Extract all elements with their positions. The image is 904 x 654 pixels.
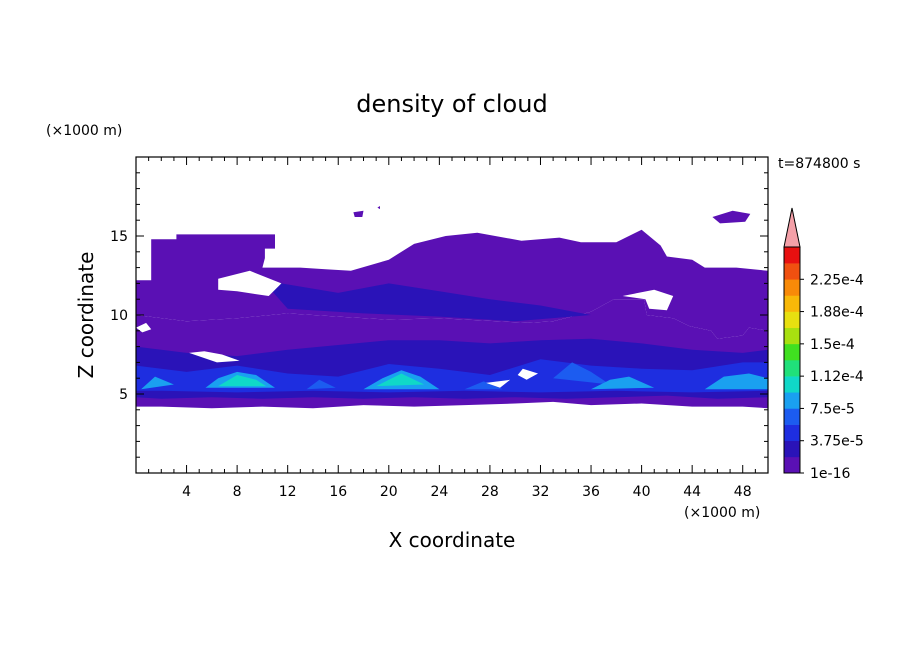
cloud-density-region-14: [464, 381, 503, 390]
colorbar-swatch: [784, 440, 800, 458]
x-tick-label: 20: [380, 484, 398, 500]
cloud-density-region-11: [553, 362, 610, 385]
cloud-island-3: [377, 206, 380, 210]
clear-sky-gap-4: [517, 368, 538, 380]
x-tick-label: 44: [683, 484, 701, 500]
x-tick-label: 8: [233, 484, 242, 500]
plot-area: [135, 156, 769, 474]
x-tick-label: 4: [182, 484, 191, 500]
y-tick-label: 15: [110, 229, 128, 245]
colorbar-swatch: [784, 327, 800, 345]
colorbar-swatch: [784, 392, 800, 409]
colorbar-label: 1.88e-4: [810, 305, 864, 321]
colorbar-swatch: [784, 263, 800, 280]
clear-sky-gap-5: [486, 379, 511, 388]
colorbar-label: 1e-16: [810, 466, 850, 482]
colorbar-swatch: [784, 343, 800, 361]
cloud-density-region-7: [218, 375, 267, 387]
y-unit-label: (×1000 m): [46, 123, 122, 139]
colorbar-swatch: [784, 456, 800, 474]
time-label: t=874800 s: [778, 156, 860, 172]
x-tick-label: 48: [734, 484, 752, 500]
cloud-density-region-1: [136, 229, 768, 339]
cloud-island-1: [712, 210, 751, 224]
x-axis-label: X coordinate: [389, 528, 516, 552]
y-axis-label: Z coordinate: [74, 252, 98, 379]
colorbar-label: 1.5e-4: [810, 337, 855, 353]
x-tick-label: 24: [430, 484, 448, 500]
clear-sky-gap-6: [136, 322, 152, 333]
y-axis: 5 10 15: [110, 172, 768, 458]
cloud-density-region-12: [591, 376, 655, 390]
x-unit-label: (×1000 m): [684, 505, 760, 521]
cloud-density-region-9: [376, 373, 425, 387]
colorbar-label: 1.12e-4: [810, 369, 864, 385]
cloud-density-region-13: [704, 373, 768, 390]
x-tick-label: 32: [532, 484, 550, 500]
colorbar-swatch: [784, 247, 800, 264]
colorbar-swatch: [784, 295, 800, 312]
x-tick-label: 28: [481, 484, 499, 500]
y-tick-label: 10: [110, 308, 128, 324]
clear-sky-gap-3: [189, 351, 240, 363]
colorbar-swatch: [784, 279, 800, 296]
x-tick-label: 40: [633, 484, 651, 500]
colorbar-label: 3.75e-5: [810, 434, 864, 450]
clear-sky-gap-2: [622, 289, 674, 311]
x-axis: 4 8 12 16 20 24 28 32 36 40 44 48: [148, 157, 756, 500]
colorbar-extend-arrow: [783, 207, 801, 248]
cloud-island-2: [353, 210, 364, 217]
cloud-density-region-15: [306, 379, 336, 390]
colorbar-label: 2.25e-4: [810, 272, 864, 288]
x-tick-label: 16: [329, 484, 347, 500]
colorbar: 1e-16 3.75e-5 7.5e-5 1.12e-4 1.5e-4 1.88e-4 2.…: [783, 207, 864, 482]
colorbar-swatch: [784, 376, 800, 393]
colorbar-swatch: [784, 408, 800, 425]
x-tick-label: 36: [582, 484, 600, 500]
x-tick-label: 12: [279, 484, 297, 500]
colorbar-swatch: [784, 360, 800, 377]
cloud-density-region-10: [141, 376, 174, 390]
cloud-density-region-4: [262, 280, 591, 322]
y-tick-label: 5: [119, 387, 128, 403]
chart-title: density of cloud: [356, 90, 547, 118]
colorbar-swatch: [784, 311, 800, 329]
colorbar-swatch: [784, 424, 800, 442]
colorbar-label: 7.5e-5: [810, 401, 855, 417]
clear-sky-gap-1: [218, 270, 282, 296]
